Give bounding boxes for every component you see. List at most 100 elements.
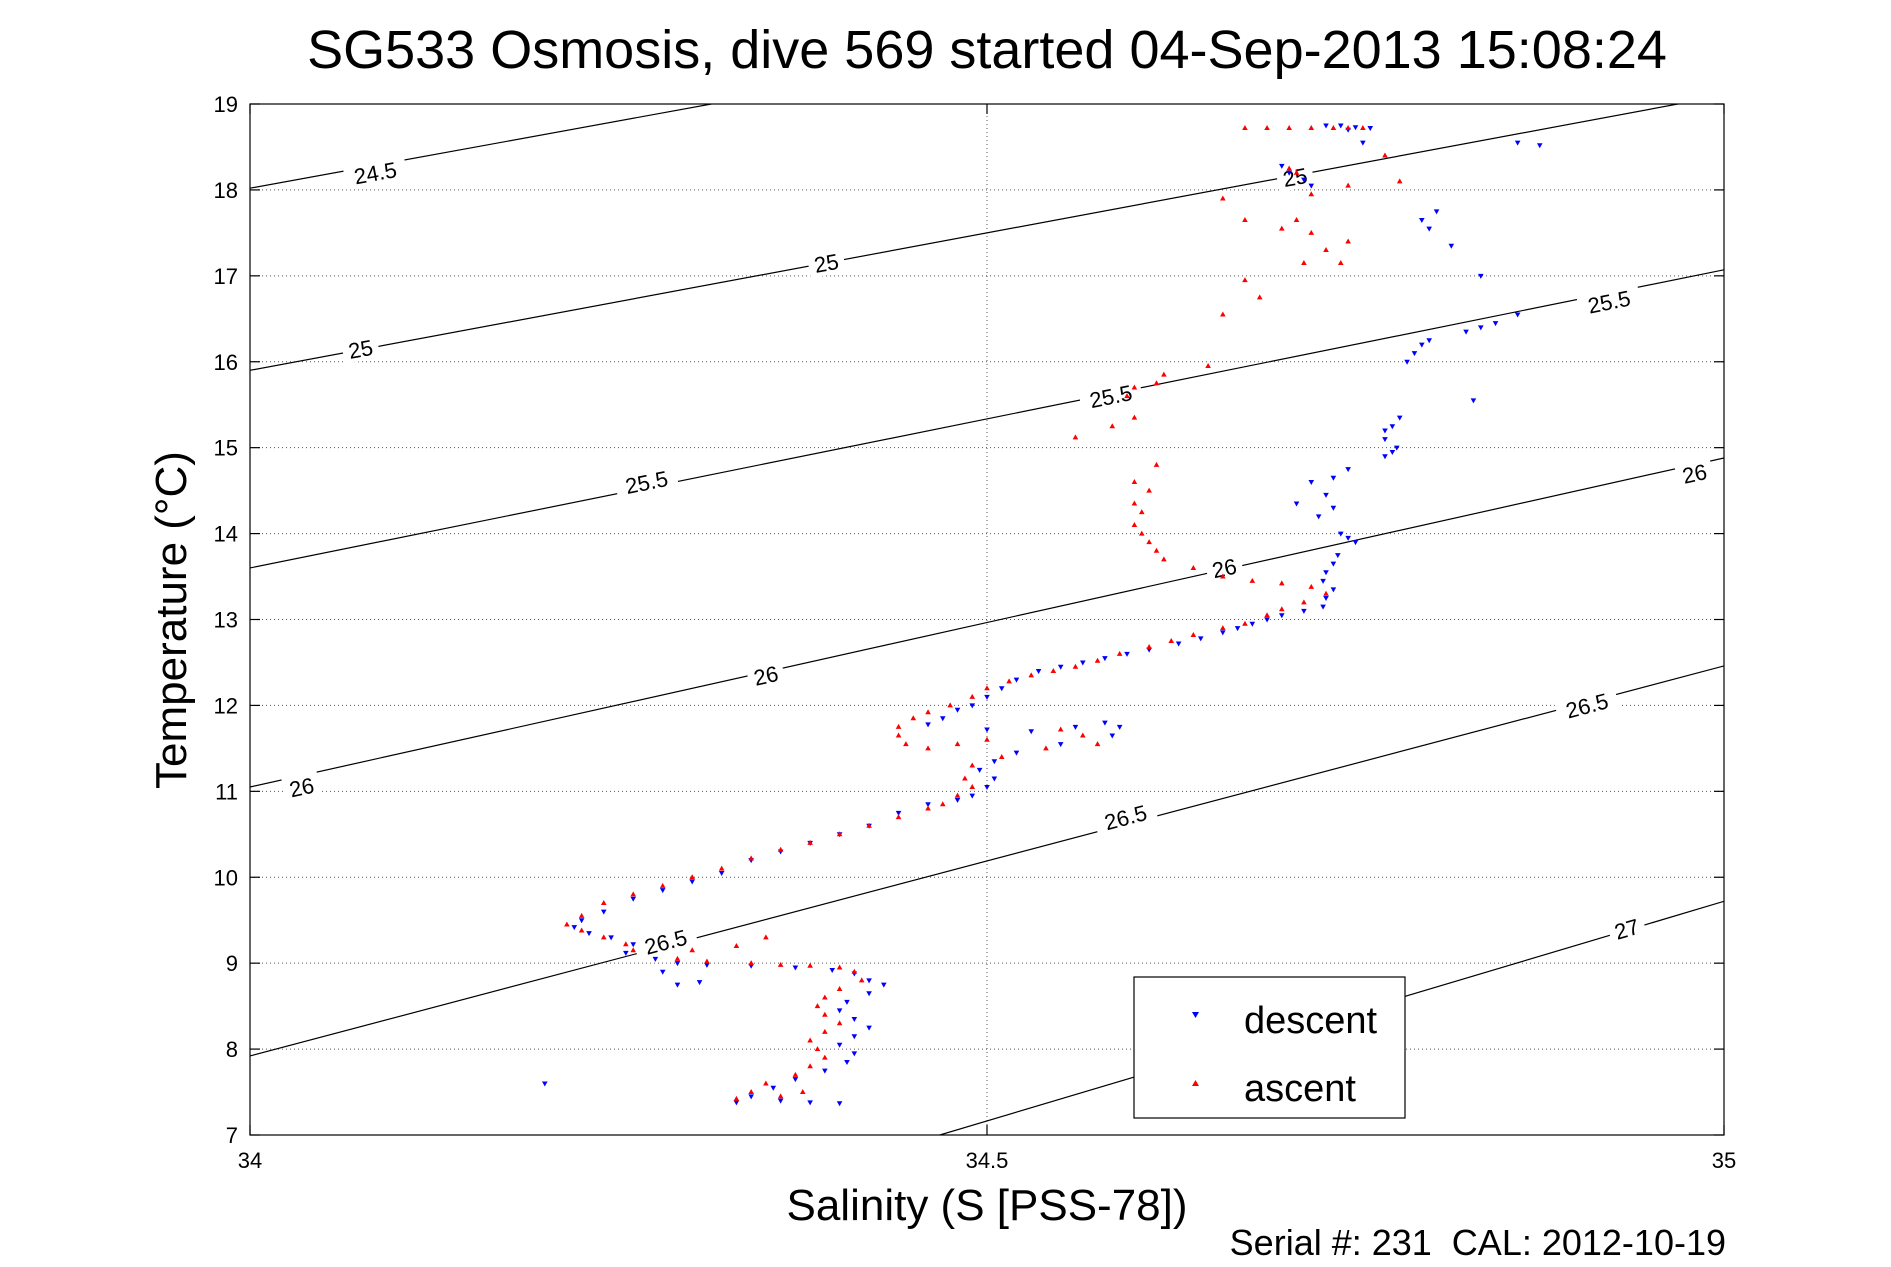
contour-label-bg	[745, 657, 787, 691]
point-descent	[1072, 724, 1079, 730]
point-descent	[578, 918, 585, 924]
contour-label-bg	[806, 245, 847, 279]
point-ascent	[1330, 125, 1337, 131]
point-ascent	[1146, 643, 1152, 649]
point-ascent	[733, 1095, 740, 1101]
point-ascent	[777, 1093, 784, 1099]
point-descent	[807, 1100, 813, 1106]
point-descent	[652, 956, 659, 962]
point-ascent	[1345, 238, 1351, 244]
point-descent	[991, 776, 998, 782]
point-ascent	[1220, 195, 1226, 201]
x-tick-label: 34	[238, 1148, 262, 1173]
point-descent	[1323, 492, 1329, 498]
point-descent	[659, 969, 666, 975]
point-ascent	[1242, 277, 1248, 283]
point-ascent	[659, 882, 666, 888]
point-descent	[969, 703, 976, 709]
point-ascent	[1153, 380, 1160, 386]
point-ascent	[748, 960, 754, 966]
point-descent	[881, 982, 887, 988]
point-descent	[542, 1081, 548, 1087]
point-descent	[1514, 312, 1521, 318]
point-descent	[1337, 531, 1344, 537]
point-descent	[674, 961, 681, 967]
point-ascent	[866, 822, 872, 828]
point-ascent	[763, 934, 769, 940]
point-descent	[718, 870, 725, 876]
point-ascent	[1028, 672, 1035, 678]
point-ascent	[1109, 423, 1116, 429]
point-ascent	[1308, 583, 1315, 589]
point-ascent	[1249, 577, 1256, 583]
point-descent	[1109, 733, 1116, 739]
point-ascent	[1286, 125, 1292, 131]
contour-label-group: 25	[340, 331, 381, 364]
point-descent	[1360, 140, 1366, 146]
point-ascent	[799, 1089, 806, 1095]
point-ascent	[674, 955, 681, 961]
point-descent	[829, 968, 836, 974]
point-descent	[1382, 437, 1388, 443]
point-ascent	[1205, 363, 1211, 369]
point-descent	[1367, 126, 1374, 132]
point-ascent	[895, 814, 902, 820]
legend-label-descent: descent	[1244, 1000, 1378, 1042]
point-descent	[1396, 415, 1403, 421]
point-descent	[1382, 454, 1388, 460]
point-ascent	[969, 762, 976, 768]
point-descent	[1116, 724, 1123, 730]
x-axis-label: Salinity (S [PSS-78])	[786, 1181, 1187, 1230]
point-ascent	[1293, 216, 1300, 222]
point-ascent	[1279, 580, 1285, 586]
point-ascent	[1242, 216, 1248, 222]
contour-line-25	[250, 104, 1682, 371]
point-ascent	[600, 900, 607, 906]
point-ascent	[807, 1037, 813, 1043]
point-descent	[1308, 183, 1315, 189]
point-ascent	[1190, 631, 1197, 637]
contour-label-group: 26	[745, 657, 787, 691]
point-ascent	[1301, 599, 1307, 605]
point-ascent	[1323, 590, 1329, 596]
point-descent	[984, 785, 990, 791]
point-ascent	[969, 693, 976, 699]
point-ascent	[822, 1011, 828, 1017]
contour-label: 26	[751, 661, 780, 691]
point-descent	[1234, 626, 1241, 632]
point-ascent	[925, 745, 931, 751]
point-ascent	[851, 968, 858, 974]
point-descent	[1301, 608, 1307, 614]
point-descent	[836, 1101, 843, 1107]
point-ascent	[814, 1046, 821, 1052]
point-descent	[770, 1085, 777, 1091]
point-ascent	[1116, 650, 1123, 656]
contour-line-25-5	[250, 269, 1724, 569]
point-descent	[984, 727, 990, 733]
point-descent	[939, 716, 946, 722]
point-descent	[608, 935, 614, 941]
point-ascent	[748, 855, 754, 861]
point-ascent	[578, 912, 585, 918]
point-ascent	[1286, 165, 1292, 171]
point-ascent	[1308, 229, 1315, 235]
point-descent	[1264, 617, 1270, 623]
point-descent	[925, 802, 931, 808]
point-ascent	[623, 941, 629, 947]
point-descent	[1345, 467, 1351, 473]
legend-label-ascent: ascent	[1244, 1068, 1356, 1110]
point-descent	[704, 962, 710, 968]
point-descent	[1220, 630, 1226, 636]
point-descent	[1419, 217, 1425, 223]
contour-label: 25	[812, 249, 841, 278]
point-descent	[792, 1077, 799, 1083]
point-descent	[1352, 540, 1359, 546]
y-tick-label: 9	[226, 951, 238, 976]
contour-label-bg	[1605, 910, 1648, 946]
point-ascent	[910, 715, 917, 721]
point-ascent	[1382, 152, 1388, 158]
contour-label-bg	[1553, 683, 1620, 725]
point-descent	[1035, 669, 1042, 675]
point-descent	[1286, 170, 1292, 176]
